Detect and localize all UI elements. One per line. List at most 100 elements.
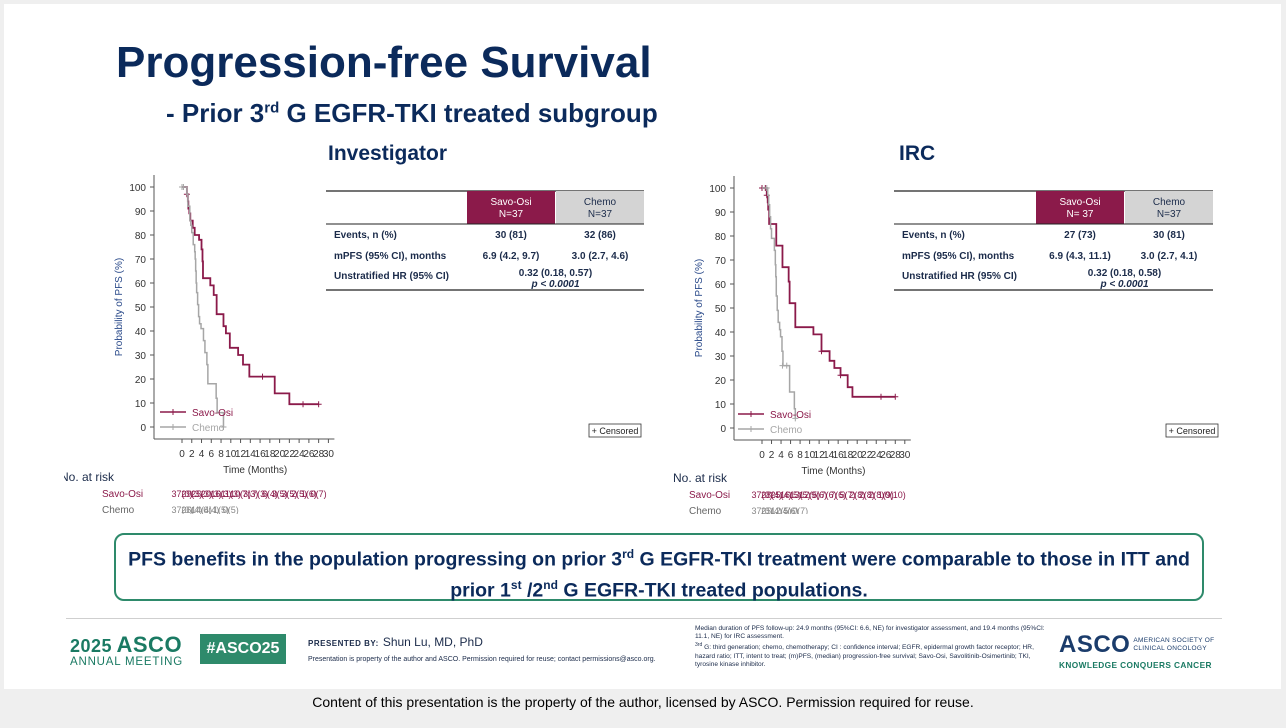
c1-table-row-1-chemo: 3.0 (2.7, 4.1) bbox=[1141, 251, 1198, 262]
c0-at-risk-chemo-2: 14(4) bbox=[191, 505, 212, 514]
c0-y-tick-label-7: 70 bbox=[135, 255, 147, 266]
c0-at-risk-savo-7: 7(3) bbox=[242, 489, 258, 499]
c0-censored-box bbox=[588, 423, 642, 438]
c1-x-tick-label-8: 16 bbox=[833, 450, 845, 461]
c0-at-risk-chemo-4: 1(5) bbox=[213, 505, 229, 514]
c1-censor-mark bbox=[783, 362, 790, 369]
c1-x-tick-label-6: 12 bbox=[814, 450, 826, 461]
c0-at-risk-savo-11: 3(5) bbox=[281, 489, 297, 499]
c1-y-tick-label-6: 60 bbox=[715, 280, 727, 291]
c0-x-tick-label-0: 0 bbox=[179, 449, 185, 460]
c1-table-row-0-label: Events, n (%) bbox=[902, 230, 965, 241]
c1-y-tick-label-2: 20 bbox=[715, 376, 727, 387]
presented-by: PRESENTED BY: Shun Lu, MD, PhD bbox=[308, 635, 483, 649]
c1-table-hr-label: Unstratified HR (95% CI) bbox=[902, 271, 1017, 282]
c1-x-tick-label-5: 10 bbox=[804, 450, 816, 461]
callout-sup-3: nd bbox=[543, 577, 558, 592]
c0-curve-chemo bbox=[182, 186, 225, 427]
subtitle-prefix: - Prior 3 bbox=[166, 98, 265, 128]
c0-table-header-1-line2: N=37 bbox=[499, 209, 524, 220]
slide: Progression-free Survival - Prior 3rd G … bbox=[4, 4, 1281, 689]
c0-table-row-0-label: Events, n (%) bbox=[334, 230, 397, 241]
c1-at-risk-chemo-3: 4(6) bbox=[783, 506, 799, 514]
c0-at-risk-savo-5: 11(3) bbox=[221, 489, 241, 499]
logo-meeting: ANNUAL MEETING bbox=[70, 656, 184, 668]
c0-at-risk-savo-0: 37(0) bbox=[171, 489, 192, 499]
c0-table-p-value: p < 0.0001 bbox=[530, 279, 580, 290]
c0-x-tick-label-14: 28 bbox=[313, 449, 325, 460]
footnote-abbrev-text: G: third generation; chemo, chemotherapy… bbox=[695, 644, 1034, 668]
c1-legend-label-1: Chemo bbox=[770, 425, 803, 436]
c0-y-tick-label-8: 80 bbox=[135, 231, 147, 242]
hashtag-badge: #ASCO25 bbox=[200, 634, 286, 664]
c1-at-risk-savo-13: 1(9) bbox=[878, 490, 894, 500]
c1-x-tick-label-11: 22 bbox=[861, 450, 873, 461]
callout-text-2: G EGFR-TKI treatment were comparable to … bbox=[450, 548, 1190, 602]
c0-at-risk-chemo-5: 0(5) bbox=[223, 505, 239, 514]
c0-y-tick-label-9: 90 bbox=[135, 207, 147, 218]
callout-text-4: G EGFR-TKI treated populations. bbox=[557, 579, 868, 601]
panel-title-irc: IRC bbox=[899, 142, 936, 165]
c1-x-tick-label-12: 24 bbox=[871, 450, 883, 461]
c1-at-risk-title: No. at risk bbox=[673, 471, 728, 485]
slide-subtitle: - Prior 3rd G EGFR-TKI treated subgroup bbox=[166, 98, 658, 129]
c0-table-header-1-line1: Savo-Osi bbox=[490, 197, 531, 208]
c0-at-risk-savo-1: 29(3) bbox=[181, 489, 202, 499]
c0-table-row-1-label: mPFS (95% CI), months bbox=[334, 251, 447, 262]
c1-x-tick-label-1: 2 bbox=[769, 450, 775, 461]
c0-x-tick-label-4: 8 bbox=[218, 449, 224, 460]
c0-at-risk-savo-9: 6(4) bbox=[262, 489, 278, 499]
asco-wordmark: ASCO bbox=[1059, 631, 1131, 658]
c1-y-tick-label-1: 10 bbox=[715, 400, 727, 411]
c0-table-header-2-line1: Chemo bbox=[584, 197, 617, 208]
c1-x-tick-label-0: 0 bbox=[759, 450, 765, 461]
c0-censor-mark bbox=[259, 373, 266, 380]
c0-table-row-1-chemo: 3.0 (2.7, 4.6) bbox=[572, 251, 629, 262]
c1-table-header-1-line1: Savo-Osi bbox=[1059, 197, 1100, 208]
c1-legend-label-0: Savo-Osi bbox=[770, 410, 811, 421]
c0-x-tick-label-2: 4 bbox=[199, 449, 205, 460]
c0-at-risk-savo-13: 1(6) bbox=[301, 489, 317, 499]
c0-at-risk-chemo-name: Chemo bbox=[102, 505, 135, 514]
c0-y-tick-label-5: 50 bbox=[135, 303, 147, 314]
c0-y-tick-label-6: 60 bbox=[135, 279, 147, 290]
c0-x-tick-label-5: 10 bbox=[225, 449, 237, 460]
footer-divider bbox=[66, 618, 1222, 619]
c0-at-risk-chemo-3: 6(4) bbox=[203, 505, 219, 514]
c1-at-risk-savo-14: 0(10) bbox=[885, 490, 906, 500]
subtitle-sup: rd bbox=[264, 99, 280, 117]
c0-at-risk-chemo-1: 26(4) bbox=[181, 505, 202, 514]
c0-at-risk-savo-2: 25(3) bbox=[191, 489, 212, 499]
c0-curve-savo-osi bbox=[182, 186, 319, 406]
c0-table-header-savo-bg bbox=[467, 191, 555, 224]
c1-at-risk-chemo-2: 12(5) bbox=[771, 506, 792, 514]
c1-at-risk-savo-3: 16(5) bbox=[780, 490, 801, 500]
c1-x-tick-label-13: 26 bbox=[880, 450, 892, 461]
c1-table-hr-value: 0.32 (0.18, 0.58) bbox=[1088, 268, 1161, 279]
c1-censor-mark bbox=[818, 348, 825, 355]
c0-x-tick-label-12: 24 bbox=[294, 449, 306, 460]
c1-table-header-chemo-bg bbox=[1125, 191, 1213, 224]
c0-table-row-1-savo: 6.9 (4.2, 9.7) bbox=[483, 251, 540, 262]
c0-x-tick-label-8: 16 bbox=[255, 449, 267, 460]
footnote: Median duration of PFS follow-up: 24.9 m… bbox=[695, 625, 1047, 669]
c0-legend-label-1: Chemo bbox=[192, 423, 225, 434]
outer-caption: Content of this presentation is the prop… bbox=[312, 694, 974, 710]
c0-censor-mark bbox=[220, 424, 227, 430]
c0-at-risk-savo-name: Savo-Osi bbox=[102, 489, 143, 500]
c1-at-risk-chemo-1: 25(4) bbox=[761, 506, 782, 514]
panel-title-investigator: Investigator bbox=[328, 142, 448, 165]
c1-at-risk-savo-4: 13(5) bbox=[790, 490, 811, 500]
asco-annual-meeting-logo: 2025 ASCO ANNUAL MEETING bbox=[70, 632, 183, 668]
c0-y-tick-label-1: 10 bbox=[135, 399, 147, 410]
c1-x-axis-label: Time (Months) bbox=[801, 466, 865, 477]
c1-censor-mark bbox=[892, 393, 899, 400]
c0-at-risk-savo-3: 20(3) bbox=[201, 489, 222, 499]
conclusion-callout: PFS benefits in the population progressi… bbox=[114, 533, 1204, 601]
c1-table-header-2-line2: N=37 bbox=[1157, 209, 1182, 220]
c1-at-risk-savo-2: 25(4) bbox=[771, 490, 792, 500]
callout-text-3: /2 bbox=[521, 579, 544, 601]
c1-y-tick-label-9: 90 bbox=[715, 208, 727, 219]
c1-y-tick-label-8: 80 bbox=[715, 232, 727, 243]
